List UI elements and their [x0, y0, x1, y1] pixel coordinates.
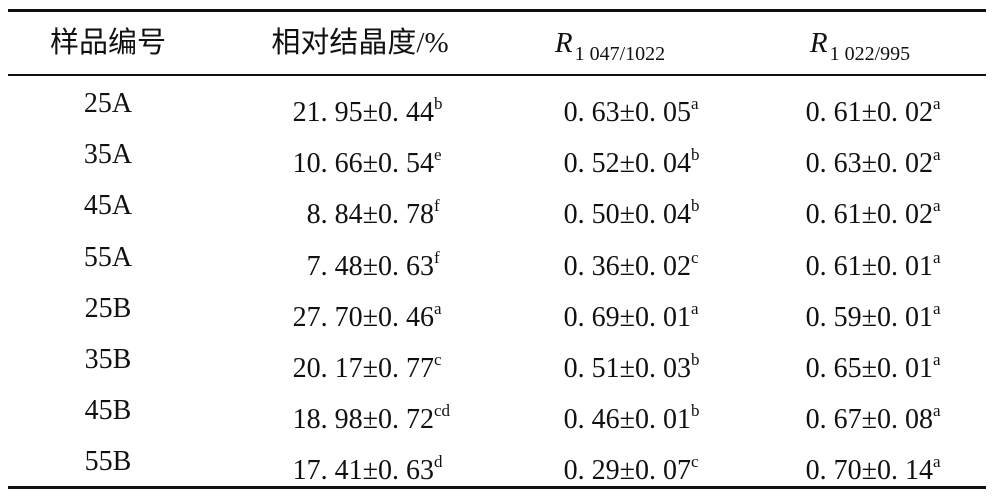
header-cell: 样品编号 — [49, 27, 166, 59]
significance-letter: c — [434, 350, 442, 369]
significance-letter: f — [434, 196, 440, 216]
value-text: 0. 70±0. 14 — [805, 455, 933, 487]
significance-letter: a — [434, 298, 442, 318]
value-text: 0. 50±0. 04 — [563, 199, 691, 231]
header-rule — [8, 74, 986, 76]
value-text: 18. 98±0. 72 — [292, 404, 434, 436]
significance-letter: a — [933, 452, 941, 472]
significance-letter: f — [434, 247, 440, 267]
sample-id: 45A — [83, 190, 133, 222]
bottom-rule — [8, 486, 986, 489]
value-cell: 18. 98±0. 72cd — [258, 385, 450, 436]
value-text: 0. 61±0. 02 — [805, 199, 933, 231]
significance-letter: c — [691, 452, 699, 472]
value-cell: 0. 63±0. 05a — [533, 78, 699, 129]
value-cell: 0. 61±0. 02a — [775, 78, 941, 129]
value-text: 0. 61±0. 02 — [805, 97, 933, 128]
value-text: 0. 46±0. 01 — [563, 404, 691, 436]
value-cell: 0. 51±0. 03b — [533, 334, 700, 385]
significance-letter: a — [691, 298, 699, 318]
header-cell: 相对结晶度/% — [271, 27, 449, 59]
significance-letter: a — [933, 298, 941, 318]
value-cell: 27. 70±0. 46a — [258, 283, 442, 334]
sample-id: 55B — [84, 446, 132, 478]
value-text: 0. 29±0. 07 — [563, 455, 691, 487]
significance-letter: d — [434, 452, 443, 472]
value-cell: 0. 63±0. 02a — [775, 129, 941, 180]
value-cell: 0. 65±0. 01a — [775, 334, 941, 385]
significance-letter: a — [933, 401, 941, 421]
value-cell: 0. 59±0. 01a — [775, 283, 941, 334]
significance-letter: b — [434, 94, 443, 113]
value-cell: 0. 50±0. 04b — [533, 180, 700, 231]
sample-id: 25A — [83, 88, 133, 119]
value-cell: 0. 52±0. 04b — [533, 129, 700, 180]
value-text: 7. 48±0. 63 — [306, 250, 434, 282]
value-cell: 0. 69±0. 01a — [533, 283, 699, 334]
value-cell: 21. 95±0. 44b — [258, 78, 443, 129]
value-text: 8. 84±0. 78 — [306, 199, 434, 231]
value-text: 0. 63±0. 05 — [563, 97, 691, 128]
significance-letter: c — [691, 247, 699, 267]
value-text: 0. 65±0. 01 — [805, 353, 933, 384]
significance-letter: b — [691, 401, 700, 421]
value-text: 0. 61±0. 01 — [805, 250, 933, 282]
value-text: 20. 17±0. 77 — [292, 353, 434, 384]
value-text: 17. 41±0. 63 — [292, 455, 434, 487]
sample-id: 35A — [83, 139, 133, 171]
value-cell: 0. 46±0. 01b — [533, 385, 700, 436]
value-text: 0. 51±0. 03 — [563, 353, 691, 384]
significance-letter: e — [434, 145, 442, 165]
sample-id: 25B — [84, 292, 132, 324]
significance-letter: a — [933, 196, 941, 216]
significance-letter: b — [691, 350, 700, 369]
value-text: 27. 70±0. 46 — [292, 301, 434, 333]
significance-letter: cd — [434, 401, 451, 421]
value-cell: 0. 61±0. 02a — [775, 180, 941, 231]
significance-letter: a — [933, 94, 941, 113]
value-cell: 0. 61±0. 01a — [775, 232, 941, 283]
value-cell: 20. 17±0. 77c — [258, 334, 442, 385]
sample-id: 35B — [84, 344, 132, 375]
value-cell: 7. 48±0. 63f — [258, 232, 440, 283]
value-cell: 17. 41±0. 63d — [258, 436, 443, 487]
value-cell: 0. 70±0. 14a — [775, 436, 941, 487]
value-cell: 0. 29±0. 07c — [533, 436, 699, 487]
significance-letter: b — [691, 145, 700, 165]
value-text: 0. 59±0. 01 — [805, 301, 933, 333]
value-cell: 8. 84±0. 78f — [258, 180, 440, 231]
header-symbol: R — [554, 27, 573, 59]
value-text: 21. 95±0. 44 — [292, 97, 434, 128]
significance-letter: a — [691, 94, 699, 113]
value-cell: 10. 66±0. 54e — [258, 129, 442, 180]
significance-letter: a — [933, 350, 941, 369]
sample-id: 45B — [84, 395, 132, 427]
header-subscript: 1 047/1022 — [574, 43, 666, 65]
value-text: 10. 66±0. 54 — [292, 148, 434, 180]
significance-letter: b — [691, 196, 700, 216]
sample-id: 55A — [83, 241, 133, 273]
top-rule — [8, 9, 986, 12]
header-symbol: R — [809, 27, 828, 59]
value-cell: 0. 36±0. 02c — [533, 232, 699, 283]
value-text: 0. 69±0. 01 — [563, 301, 691, 333]
significance-letter: a — [933, 247, 941, 267]
header-subscript: 1 022/995 — [829, 43, 911, 65]
value-text: 0. 63±0. 02 — [805, 148, 933, 180]
significance-letter: a — [933, 145, 941, 165]
value-text: 0. 36±0. 02 — [563, 250, 691, 282]
value-text: 0. 52±0. 04 — [563, 148, 691, 180]
value-cell: 0. 67±0. 08a — [775, 385, 941, 436]
value-text: 0. 67±0. 08 — [805, 404, 933, 436]
